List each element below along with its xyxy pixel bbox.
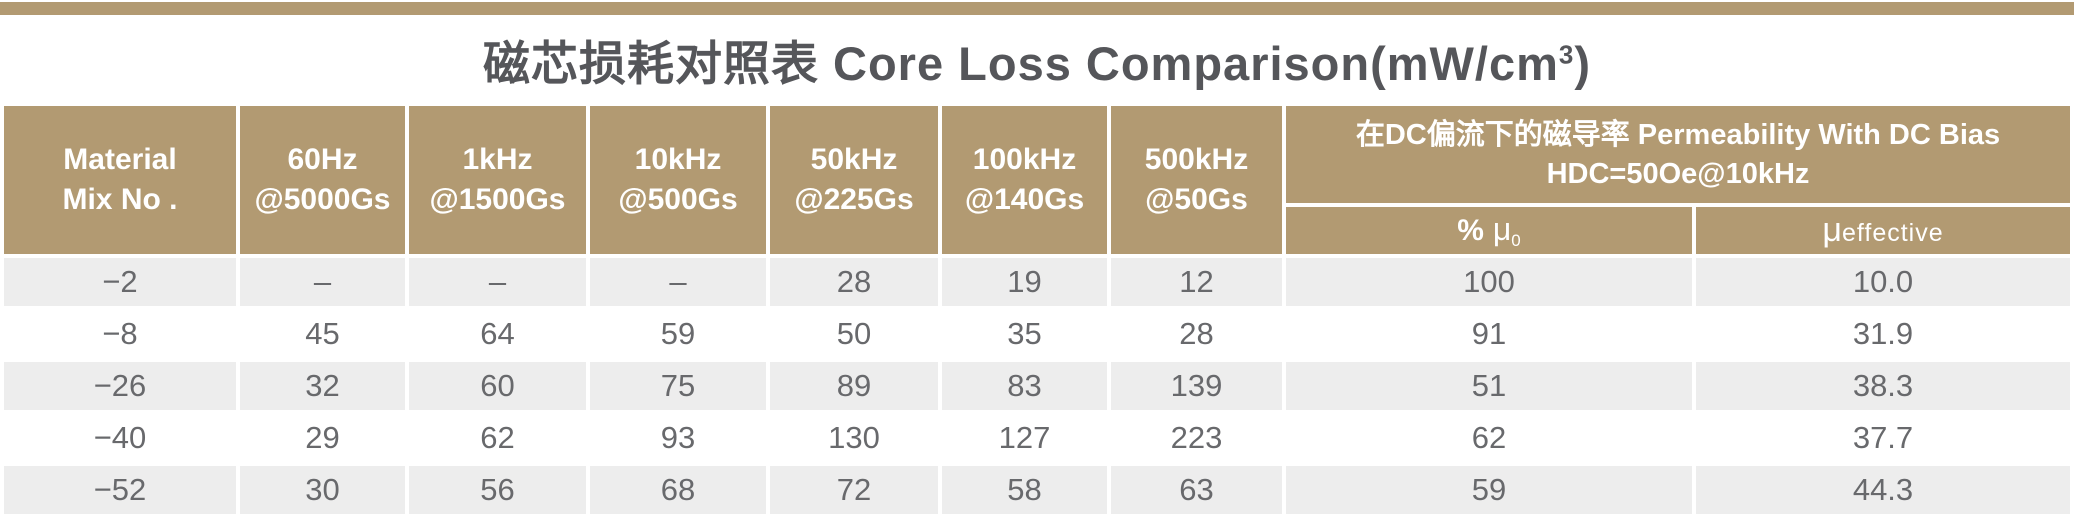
header-mu-effective: μeffective [1696, 207, 2070, 254]
cell-500khz: 63 [1111, 466, 1282, 514]
header-line: @140Gs [964, 183, 1085, 216]
cell-1khz: 64 [409, 310, 586, 358]
cell-10khz: 68 [590, 466, 766, 514]
cell-60hz: 30 [240, 466, 405, 514]
table-row: −52 30 56 68 72 58 63 59 44.3 [4, 466, 2070, 514]
cell-60hz: – [240, 258, 405, 306]
cell-50khz: 28 [770, 258, 938, 306]
header-500khz: 500kHz @50Gs [1111, 106, 1282, 254]
header-line: 100kHz [972, 143, 1077, 177]
cell-50khz: 89 [770, 362, 938, 410]
cell-mu-effective: 44.3 [1696, 466, 2070, 514]
cell-1khz: – [409, 258, 586, 306]
top-accent-bar [0, 2, 2074, 15]
cell-percent-mu0: 59 [1286, 466, 1692, 514]
cell-100khz: 35 [942, 310, 1107, 358]
header-1khz: 1kHz @1500Gs [409, 106, 586, 254]
mu-subscript: 0 [1511, 231, 1521, 251]
cell-mix-no: −2 [4, 258, 236, 306]
header-line: 500kHz [1144, 143, 1249, 177]
cell-percent-mu0: 100 [1286, 258, 1692, 306]
header-line: HDC=50Oe@10kHz [1546, 157, 1810, 190]
header-material-mix-no: Material Mix No . [4, 106, 236, 254]
cell-percent-mu0: 51 [1286, 362, 1692, 410]
cell-60hz: 32 [240, 362, 405, 410]
cell-50khz: 130 [770, 414, 938, 462]
cell-mu-effective: 10.0 [1696, 258, 2070, 306]
cell-mix-no: −26 [4, 362, 236, 410]
cell-100khz: 83 [942, 362, 1107, 410]
title-band: 磁芯损耗对照表 Core Loss Comparison(mW/cm3) [0, 15, 2074, 104]
cell-50khz: 50 [770, 310, 938, 358]
header-50khz: 50kHz @225Gs [770, 106, 938, 254]
header-10khz: 10kHz @500Gs [590, 106, 766, 254]
mu-symbol: μ [1483, 211, 1512, 248]
cell-mu-effective: 38.3 [1696, 362, 2070, 410]
cell-1khz: 60 [409, 362, 586, 410]
header-row-main: Material Mix No . 60Hz @5000Gs 1kHz @150… [4, 106, 2070, 254]
table-row: −8 45 64 59 50 35 28 91 31.9 [4, 310, 2070, 358]
header-line: @1500Gs [429, 183, 566, 216]
core-loss-table: Material Mix No . 60Hz @5000Gs 1kHz @150… [0, 102, 2074, 518]
cell-10khz: 93 [590, 414, 766, 462]
cell-50khz: 72 [770, 466, 938, 514]
header-60hz: 60Hz @5000Gs [240, 106, 405, 254]
cell-100khz: 127 [942, 414, 1107, 462]
cell-percent-mu0: 91 [1286, 310, 1692, 358]
table-row: −40 29 62 93 130 127 223 62 37.7 [4, 414, 2070, 462]
cell-mix-no: −52 [4, 466, 236, 514]
header-line: @500Gs [618, 183, 738, 216]
cell-60hz: 45 [240, 310, 405, 358]
header-line: Mix No . [62, 183, 178, 216]
header-line: 60Hz [287, 143, 358, 177]
cell-500khz: 12 [1111, 258, 1282, 306]
header-dc-bias-permeability: 在DC偏流下的磁导率 Permeability With DC Bias HDC… [1286, 106, 2070, 204]
header-line: Material [63, 143, 177, 177]
cell-percent-mu0: 62 [1286, 414, 1692, 462]
page-title-superscript: 3 [1558, 39, 1575, 70]
cell-100khz: 58 [942, 466, 1107, 514]
cell-1khz: 62 [409, 414, 586, 462]
cell-mix-no: −8 [4, 310, 236, 358]
cell-500khz: 139 [1111, 362, 1282, 410]
cell-mu-effective: 31.9 [1696, 310, 2070, 358]
cell-500khz: 223 [1111, 414, 1282, 462]
percent-sign: % [1457, 214, 1484, 248]
header-line: 1kHz [462, 143, 533, 177]
cell-mix-no: −40 [4, 414, 236, 462]
header-line: 50kHz [810, 143, 898, 177]
header-percent-mu0: % μ0 [1286, 207, 1692, 254]
header-100khz: 100kHz @140Gs [942, 106, 1107, 254]
header-row-sub: % μ0 μeffective [4, 207, 2070, 254]
cell-1khz: 56 [409, 466, 586, 514]
cell-60hz: 29 [240, 414, 405, 462]
effective-label: effective [1841, 219, 1944, 248]
table-row: −26 32 60 75 89 83 139 51 38.3 [4, 362, 2070, 410]
cell-500khz: 28 [1111, 310, 1282, 358]
page-title: 磁芯损耗对照表 Core Loss Comparison(mW/cm3) [483, 25, 1591, 94]
cell-10khz: 75 [590, 362, 766, 410]
cell-mu-effective: 37.7 [1696, 414, 2070, 462]
page-title-tail: ) [1574, 37, 1592, 90]
page-title-main: 磁芯损耗对照表 Core Loss Comparison(mW/cm [482, 37, 1559, 90]
mu-symbol: μ [1822, 211, 1842, 250]
header-line: @50Gs [1145, 183, 1248, 216]
cell-10khz: – [590, 258, 766, 306]
header-line: @225Gs [794, 183, 914, 216]
cell-100khz: 19 [942, 258, 1107, 306]
header-line: @5000Gs [254, 183, 391, 216]
header-line: 10kHz [634, 143, 722, 177]
header-line: 在DC偏流下的磁导率 Permeability With DC Bias [1355, 119, 2001, 152]
cell-10khz: 59 [590, 310, 766, 358]
table-row: −2 – – – 28 19 12 100 10.0 [4, 258, 2070, 306]
